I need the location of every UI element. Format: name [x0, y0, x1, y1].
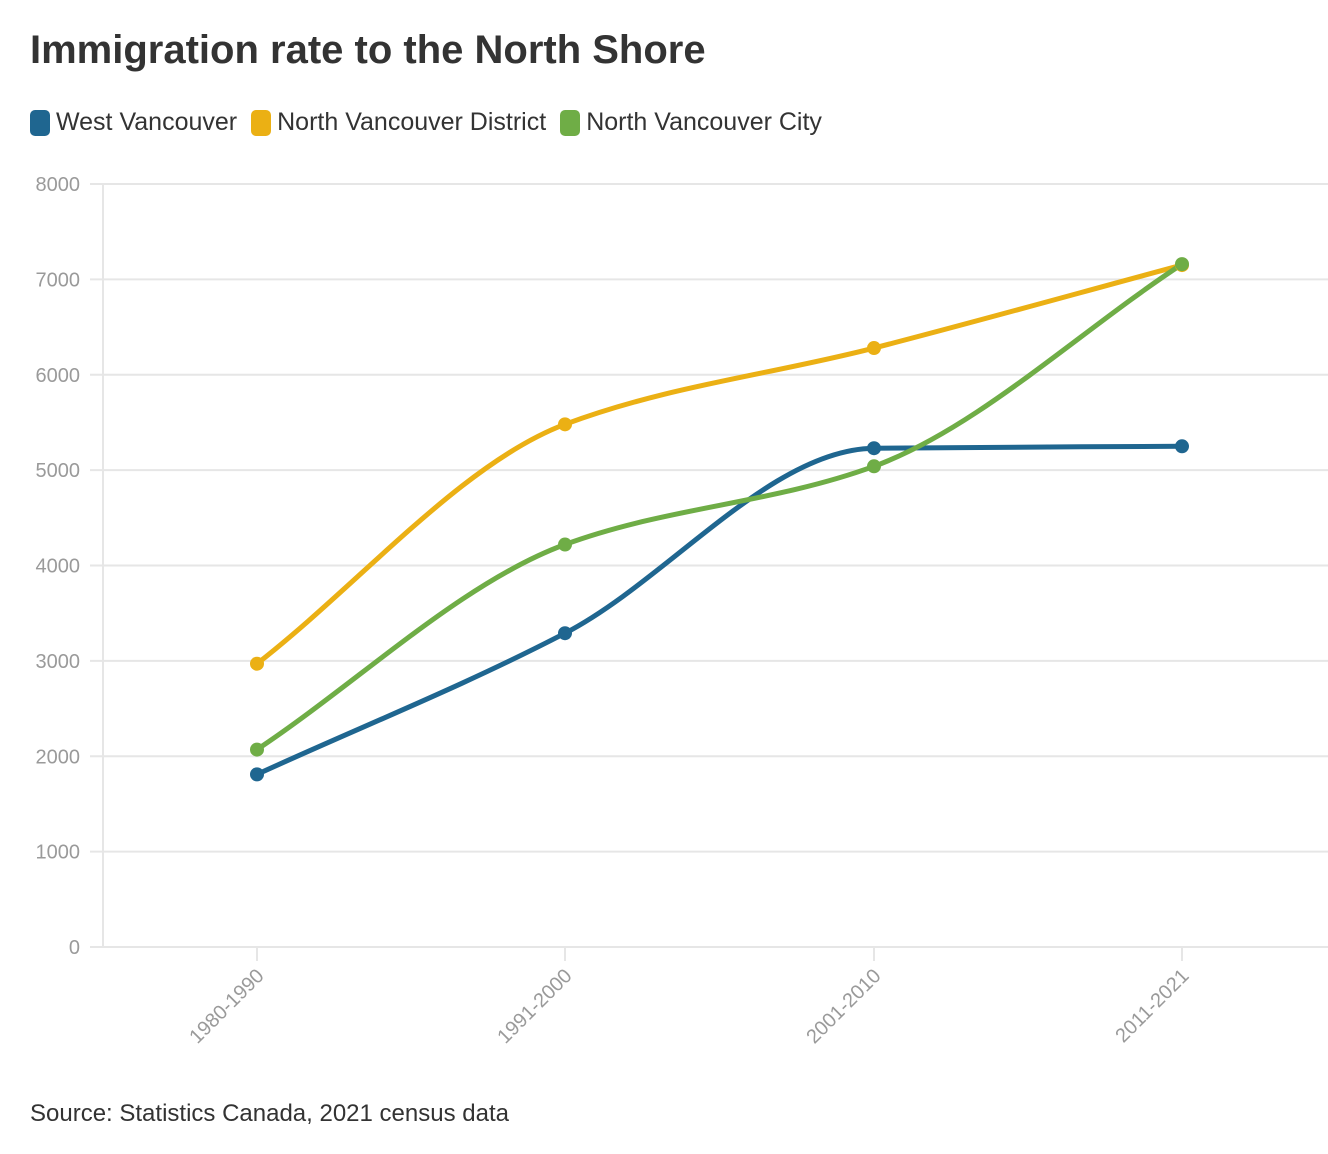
- series-line-north-vancouver-district: [254, 262, 1185, 667]
- y-tick-label-1000: 1000: [36, 842, 81, 864]
- gridlines: [90, 183, 1328, 948]
- series-points: [250, 257, 1189, 782]
- data-point-north-vancouver-district-1980-1990: [250, 656, 264, 671]
- axes: [102, 184, 1183, 961]
- legend-swatch-west-vancouver: [30, 109, 50, 136]
- legend-label-north-vancouver-city: North Vancouver City: [586, 108, 822, 136]
- legend-swatch-north-vancouver-district: [251, 109, 272, 136]
- legend-item-north-vancouver-city[interactable]: North Vancouver City: [560, 108, 822, 137]
- y-tick-label-3000: 3000: [36, 651, 81, 673]
- series-line-west-vancouver: [254, 443, 1185, 777]
- y-tick-label-0: 0: [69, 937, 80, 959]
- legend-item-north-vancouver-district[interactable]: North Vancouver District: [251, 108, 546, 137]
- data-point-north-vancouver-district-2001-2010: [867, 341, 881, 356]
- data-point-north-vancouver-district-1991-2000: [558, 417, 572, 432]
- chart-title: Immigration rate to the North Shore: [30, 28, 706, 72]
- y-tick-label-4000: 4000: [36, 556, 81, 578]
- data-point-north-vancouver-city-2001-2010: [867, 459, 881, 474]
- x-tick-label-2011-2021: 2011-2021: [1111, 965, 1193, 1047]
- x-tick-label-2001-2010: 2001-2010: [802, 965, 885, 1048]
- chart-legend: West Vancouver North Vancouver District …: [30, 108, 836, 137]
- legend-item-west-vancouver[interactable]: West Vancouver: [30, 108, 237, 137]
- legend-swatch-north-vancouver-city: [560, 109, 581, 136]
- y-tick-labels: 0 1000 2000 3000 4000 5000 6000 7000 8000: [36, 174, 81, 959]
- data-point-west-vancouver-2001-2010: [867, 441, 881, 456]
- x-tick-labels: 1980-1990 1991-2000 2001-2010 2011-2021: [185, 965, 1193, 1048]
- y-tick-label-5000: 5000: [36, 460, 81, 482]
- legend-label-north-vancouver-district: North Vancouver District: [277, 108, 547, 136]
- data-point-west-vancouver-1991-2000: [558, 626, 572, 641]
- y-tick-label-8000: 8000: [36, 174, 81, 196]
- data-point-west-vancouver-2011-2021: [1175, 439, 1189, 454]
- data-point-west-vancouver-1980-1990: [250, 767, 264, 782]
- legend-label-west-vancouver: West Vancouver: [56, 108, 238, 136]
- y-tick-label-6000: 6000: [36, 365, 81, 387]
- data-point-north-vancouver-city-1991-2000: [558, 537, 572, 552]
- series-line-north-vancouver-city: [254, 261, 1185, 753]
- y-tick-label-7000: 7000: [36, 269, 81, 291]
- y-tick-label-2000: 2000: [36, 746, 81, 768]
- data-point-north-vancouver-city-2011-2021: [1175, 257, 1189, 272]
- series-lines: [254, 261, 1185, 777]
- source-note: Source: Statistics Canada, 2021 census d…: [30, 1100, 509, 1127]
- x-tick-label-1980-1990: 1980-1990: [185, 965, 268, 1048]
- x-tick-label-1991-2000: 1991-2000: [493, 965, 576, 1048]
- data-point-north-vancouver-city-1980-1990: [250, 742, 264, 757]
